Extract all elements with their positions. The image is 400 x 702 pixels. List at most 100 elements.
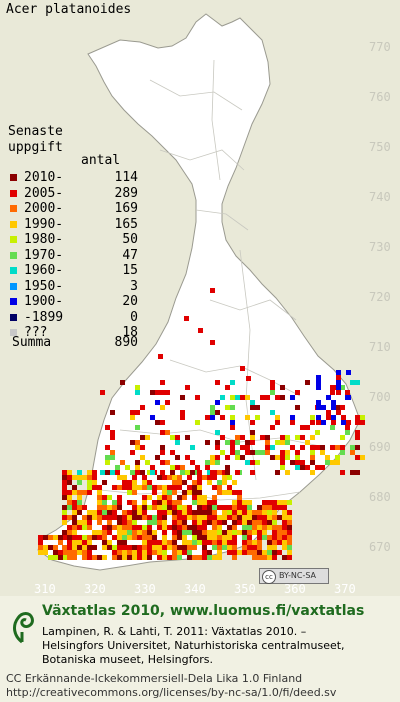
license-url[interactable]: http://creativecommons.org/licenses/by-n… bbox=[6, 686, 337, 699]
occurrence-square bbox=[207, 535, 212, 540]
occurrence-square bbox=[217, 505, 222, 510]
occurrence-square bbox=[212, 545, 217, 550]
occurrence-square bbox=[257, 540, 262, 545]
occurrence-square bbox=[182, 495, 187, 500]
occurrence-square bbox=[162, 520, 167, 525]
occurrence-square bbox=[202, 515, 207, 520]
occurrence-square bbox=[227, 530, 232, 535]
occurrence-square bbox=[207, 510, 212, 515]
occurrence-square bbox=[162, 545, 167, 550]
occurrence-square bbox=[122, 530, 127, 535]
occurrence-square bbox=[192, 495, 197, 500]
occurrence-square bbox=[142, 540, 147, 545]
occurrence-square bbox=[257, 530, 262, 535]
occurrence-square bbox=[227, 490, 232, 495]
occurrence-square bbox=[180, 410, 185, 415]
occurrence-square bbox=[175, 440, 180, 445]
occurrence-square bbox=[282, 520, 287, 525]
occurrence-square bbox=[62, 520, 67, 525]
occurrence-square bbox=[315, 465, 320, 470]
occurrence-square bbox=[187, 540, 192, 545]
occurrence-square bbox=[267, 500, 272, 505]
occurrence-square bbox=[92, 470, 97, 475]
occurrence-square bbox=[326, 395, 331, 400]
occurrence-square bbox=[326, 415, 331, 420]
occurrence-square bbox=[310, 435, 315, 440]
occurrence-square bbox=[132, 550, 137, 555]
occurrence-square bbox=[336, 380, 341, 385]
occurrence-square bbox=[135, 445, 140, 450]
occurrence-square bbox=[242, 545, 247, 550]
occurrence-square bbox=[305, 440, 310, 445]
occurrence-square bbox=[67, 505, 72, 510]
occurrence-square bbox=[227, 485, 232, 490]
occurrence-square bbox=[145, 435, 150, 440]
occurrence-square bbox=[140, 455, 145, 460]
occurrence-square bbox=[232, 515, 237, 520]
occurrence-square bbox=[202, 530, 207, 535]
occurrence-square bbox=[130, 415, 135, 420]
occurrence-square bbox=[170, 450, 175, 455]
occurrence-square bbox=[260, 395, 265, 400]
occurrence-square bbox=[177, 555, 182, 560]
occurrence-square bbox=[300, 435, 305, 440]
occurrence-square bbox=[225, 405, 230, 410]
occurrence-square bbox=[222, 490, 227, 495]
legend-label: 2005- bbox=[24, 185, 64, 201]
occurrence-square bbox=[82, 520, 87, 525]
occurrence-square bbox=[227, 510, 232, 515]
occurrence-square bbox=[222, 540, 227, 545]
occurrence-square bbox=[340, 385, 345, 390]
occurrence-square bbox=[137, 485, 142, 490]
occurrence-square bbox=[102, 495, 107, 500]
occurrence-square bbox=[350, 380, 355, 385]
occurrence-square bbox=[147, 545, 152, 550]
occurrence-square bbox=[280, 395, 285, 400]
grid-y-label: 730 bbox=[369, 240, 391, 254]
occurrence-square bbox=[102, 540, 107, 545]
occurrence-square bbox=[230, 425, 235, 430]
occurrence-square bbox=[82, 540, 87, 545]
map-panel: Acer platanoides Senaste uppgift antal 2… bbox=[6, 2, 391, 596]
grid-x-label: 340 bbox=[184, 582, 206, 596]
occurrence-square bbox=[245, 440, 250, 445]
occurrence-square bbox=[262, 550, 267, 555]
grid-x-label: 310 bbox=[34, 582, 56, 596]
occurrence-square bbox=[225, 470, 230, 475]
occurrence-square bbox=[242, 525, 247, 530]
occurrence-square bbox=[222, 520, 227, 525]
occurrence-square bbox=[82, 550, 87, 555]
occurrence-square bbox=[345, 390, 350, 395]
occurrence-square bbox=[270, 410, 275, 415]
occurrence-square bbox=[197, 535, 202, 540]
occurrence-square bbox=[187, 550, 192, 555]
occurrence-square bbox=[172, 505, 177, 510]
occurrence-square bbox=[152, 540, 157, 545]
occurrence-square bbox=[48, 535, 53, 540]
occurrence-square bbox=[215, 380, 220, 385]
occurrence-square bbox=[72, 490, 77, 495]
occurrence-square bbox=[62, 545, 67, 550]
occurrence-square bbox=[140, 435, 145, 440]
occurrence-square bbox=[336, 370, 341, 375]
occurrence-square bbox=[122, 550, 127, 555]
occurrence-square bbox=[92, 535, 97, 540]
occurrence-square bbox=[162, 550, 167, 555]
occurrence-square bbox=[212, 510, 217, 515]
occurrence-square bbox=[277, 515, 282, 520]
occurrence-square bbox=[192, 530, 197, 535]
occurrence-square bbox=[320, 450, 325, 455]
occurrence-square bbox=[242, 540, 247, 545]
occurrence-square bbox=[87, 550, 92, 555]
site-link[interactable]: Växtatlas 2010, www.luomus.fi/vaxtatlas bbox=[42, 603, 365, 619]
occurrence-square bbox=[310, 450, 315, 455]
occurrence-square bbox=[225, 385, 230, 390]
cc-license-badge[interactable]: cc BY-NC-SA bbox=[259, 568, 329, 584]
occurrence-square bbox=[97, 490, 102, 495]
occurrence-square bbox=[162, 495, 167, 500]
occurrence-square bbox=[177, 550, 182, 555]
occurrence-square bbox=[237, 530, 242, 535]
occurrence-square bbox=[197, 520, 202, 525]
occurrence-square bbox=[177, 505, 182, 510]
occurrence-square bbox=[207, 480, 212, 485]
